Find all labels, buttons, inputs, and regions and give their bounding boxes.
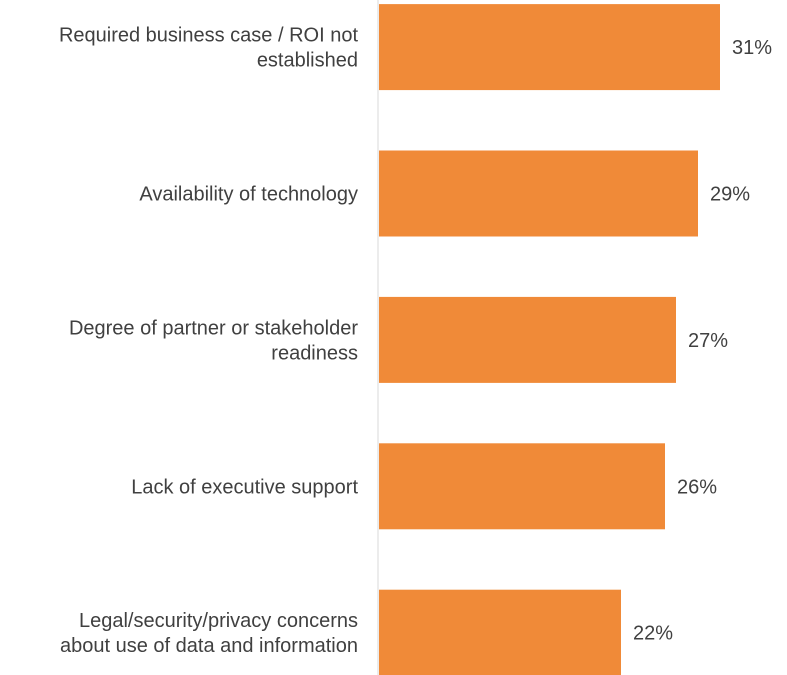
bar-1 xyxy=(379,4,720,91)
value-label-5: 22% xyxy=(633,623,673,645)
bar-2 xyxy=(379,150,698,237)
category-labels-group: Required business case / ROI not establis… xyxy=(59,25,358,658)
value-label-2: 29% xyxy=(710,184,750,206)
category-label-3-line-2: readiness xyxy=(271,342,358,364)
category-label-5-line-2: about use of data and information xyxy=(60,635,358,657)
category-label-2-line-1: Availability of technology xyxy=(139,184,358,206)
category-label-1-line-2: established xyxy=(257,50,358,72)
value-labels-group: 31% 29% 27% 26% 22% xyxy=(633,37,772,645)
value-label-1: 31% xyxy=(732,37,772,59)
category-label-3-line-1: Degree of partner or stakeholder xyxy=(69,317,358,339)
category-label-1-line-1: Required business case / ROI not xyxy=(59,25,358,47)
bar-5 xyxy=(379,589,621,675)
category-label-5-line-1: Legal/security/privacy concerns xyxy=(79,610,358,632)
value-label-3: 27% xyxy=(688,330,728,352)
bar-3 xyxy=(379,296,676,383)
category-label-4-line-1: Lack of executive support xyxy=(131,476,358,498)
bar-4 xyxy=(379,443,665,530)
value-label-4: 26% xyxy=(677,476,717,498)
bars-group xyxy=(379,4,720,675)
